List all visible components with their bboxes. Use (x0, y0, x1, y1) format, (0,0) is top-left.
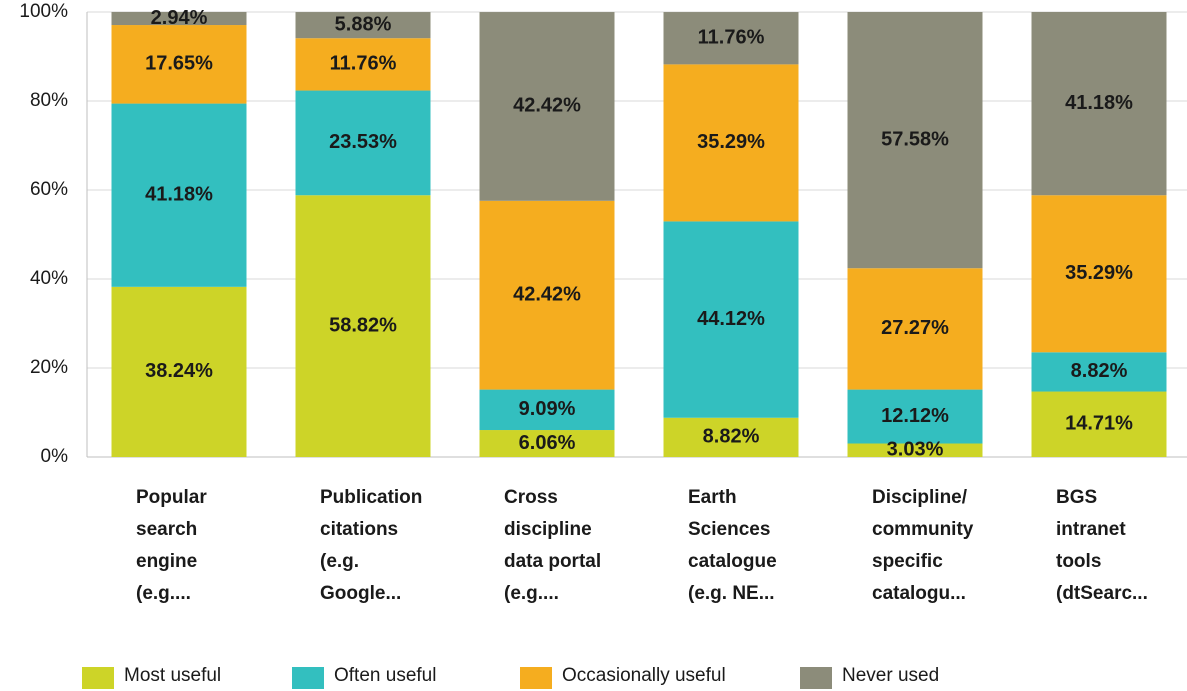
data-label: 35.29% (697, 131, 765, 153)
x-tick-label: discipline (504, 519, 592, 540)
data-label: 17.65% (145, 53, 213, 75)
bar-segment (1031, 12, 1167, 196)
y-tick-label: 40% (30, 268, 68, 289)
x-tick-label: catalogu... (872, 583, 966, 604)
bar-segment (663, 64, 799, 222)
data-label: 6.06% (519, 432, 576, 454)
bar-segment (295, 38, 431, 91)
y-tick-label: 20% (30, 357, 68, 378)
y-tick-label: 0% (41, 446, 69, 467)
y-tick-label: 100% (19, 1, 68, 22)
data-label: 14.71% (1065, 413, 1133, 435)
data-label: 42.42% (513, 95, 581, 117)
x-tick-label: catalogue (688, 551, 777, 572)
data-label: 8.82% (1071, 360, 1128, 382)
x-tick-label: (e.g.... (136, 583, 191, 604)
bar-segment (847, 443, 983, 457)
x-tick-label: Popular (136, 487, 207, 508)
bar-segment (479, 389, 615, 431)
legend-label: Often useful (334, 665, 436, 686)
x-tick-label: Discipline/ (872, 487, 968, 508)
bar-segment (663, 12, 799, 65)
legend-swatch (292, 667, 324, 689)
y-tick-label: 80% (30, 90, 68, 111)
bar-segment (1031, 195, 1167, 353)
x-tick-label: citations (320, 519, 398, 540)
x-tick-label: (e.g. NE... (688, 583, 775, 604)
x-tick-label: tools (1056, 551, 1101, 572)
data-label: 12.12% (881, 405, 949, 427)
x-tick-label: Earth (688, 487, 737, 508)
bar-segment (847, 268, 983, 390)
bar-segment (295, 195, 431, 457)
data-label: 5.88% (335, 13, 392, 35)
bar-segment (1031, 352, 1167, 392)
bar-segment (663, 417, 799, 457)
x-tick-label: data portal (504, 551, 601, 572)
data-label: 44.12% (697, 308, 765, 330)
legend-swatch (82, 667, 114, 689)
data-label: 11.76% (330, 53, 397, 75)
x-tick-label: intranet (1056, 519, 1126, 540)
data-label: 41.18% (145, 183, 213, 205)
legend-label: Never used (842, 665, 939, 686)
data-label: 11.76% (698, 26, 765, 48)
x-tick-label: community (872, 519, 974, 540)
x-tick-label: engine (136, 551, 197, 572)
x-tick-label: (dtSearc... (1056, 583, 1148, 604)
legend-label: Occasionally useful (562, 665, 726, 686)
x-tick-label: BGS (1056, 487, 1097, 508)
data-label: 35.29% (1065, 262, 1133, 284)
data-label: 38.24% (145, 360, 213, 382)
bar-segment (479, 12, 615, 201)
bar-segment (111, 103, 247, 287)
data-label: 9.09% (519, 398, 576, 420)
x-tick-label: (e.g.... (504, 583, 559, 604)
data-label: 27.27% (881, 317, 949, 339)
data-label: 42.42% (513, 283, 581, 305)
bar-segment (295, 90, 431, 196)
bar-segment (663, 221, 799, 418)
data-label: 23.53% (329, 131, 397, 153)
data-label: 3.03% (887, 439, 944, 461)
x-tick-label: Publication (320, 487, 422, 508)
x-tick-label: specific (872, 551, 943, 572)
x-tick-label: Cross (504, 487, 558, 508)
data-label: 8.82% (703, 426, 760, 448)
bar-segment (111, 286, 247, 457)
x-tick-label: (e.g. (320, 551, 359, 572)
bar-segment (479, 430, 615, 457)
bar-segment (847, 389, 983, 444)
data-label: 58.82% (329, 314, 397, 336)
legend-swatch (520, 667, 552, 689)
x-tick-label: Google... (320, 583, 401, 604)
data-label: 57.58% (881, 128, 949, 150)
bar-segment (111, 11, 247, 26)
y-tick-label: 60% (30, 179, 68, 200)
data-label: 41.18% (1065, 92, 1133, 114)
x-tick-label: Sciences (688, 519, 770, 540)
bar-segment (847, 12, 983, 269)
data-label: 2.94% (151, 7, 208, 29)
x-tick-label: search (136, 519, 197, 540)
bar-segment (111, 25, 247, 104)
legend-swatch (800, 667, 832, 689)
bar-segment (295, 12, 431, 39)
legend-label: Most useful (124, 665, 221, 686)
bar-segment (1031, 391, 1167, 457)
bar-segment (479, 200, 615, 390)
